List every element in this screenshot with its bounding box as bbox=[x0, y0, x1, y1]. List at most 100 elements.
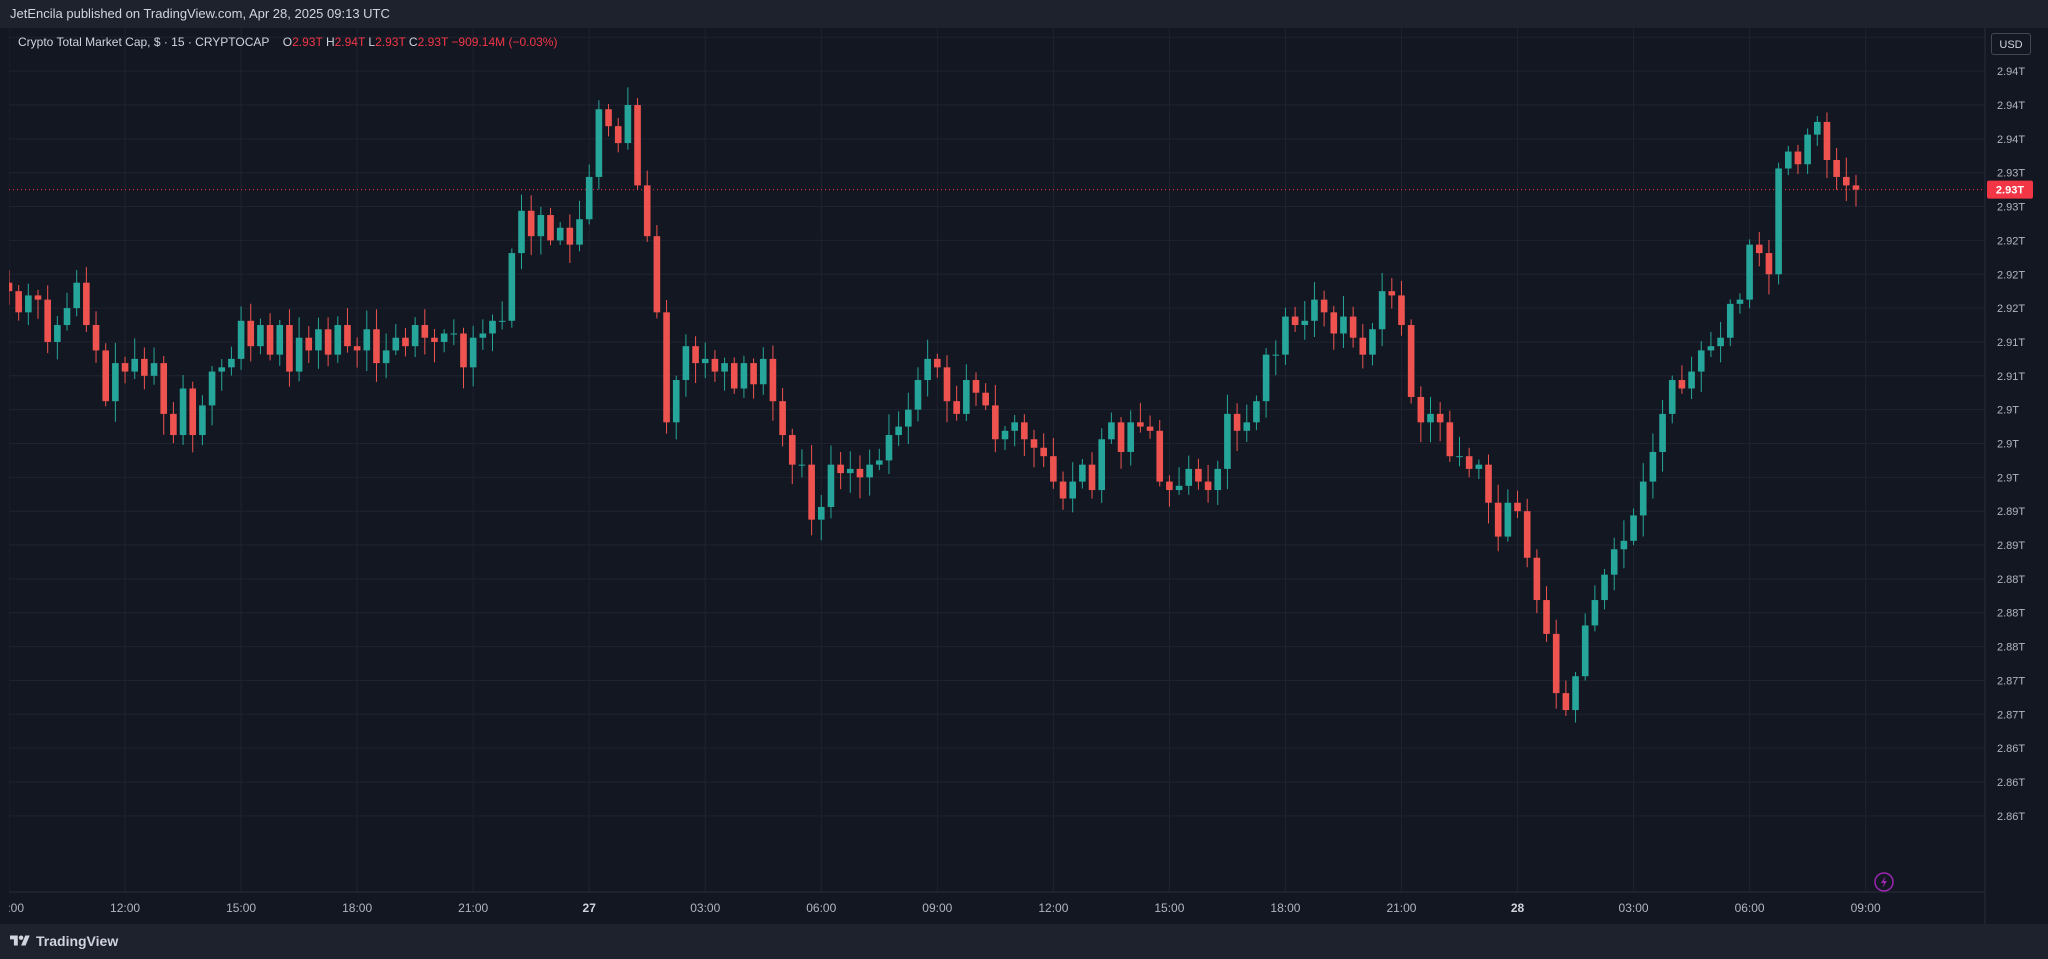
tradingview-brand: TradingView bbox=[36, 933, 119, 949]
lightning-icon[interactable] bbox=[1874, 872, 1894, 892]
candle-body bbox=[469, 337, 477, 368]
candle bbox=[547, 207, 554, 246]
candle bbox=[1736, 293, 1744, 314]
tradingview-logo-icon bbox=[10, 935, 30, 946]
candle-body bbox=[498, 320, 506, 322]
candle bbox=[924, 339, 931, 397]
time-tick-label: 21:00 bbox=[1386, 901, 1416, 915]
time-tick-label: 28 bbox=[1511, 901, 1525, 915]
candle bbox=[431, 328, 438, 363]
candle bbox=[286, 309, 293, 387]
candle bbox=[440, 329, 448, 353]
candle-body bbox=[1195, 468, 1202, 482]
candle-body bbox=[518, 210, 525, 254]
candle-body bbox=[266, 325, 274, 355]
candle bbox=[199, 395, 206, 446]
candle bbox=[363, 310, 371, 372]
chart-area[interactable]: 2.95T2.94T2.94T2.94T2.93T2.93T2.92T2.92T… bbox=[9, 28, 2040, 924]
candle-body bbox=[885, 435, 893, 461]
candle bbox=[1610, 537, 1618, 591]
candle bbox=[1185, 455, 1193, 495]
candle bbox=[1591, 585, 1599, 632]
candle-body bbox=[750, 363, 757, 385]
candle-body bbox=[276, 325, 284, 355]
candle bbox=[1108, 412, 1115, 444]
candle bbox=[411, 317, 419, 358]
candle-body bbox=[1601, 574, 1608, 601]
low-label: L bbox=[368, 35, 376, 49]
candle-body bbox=[972, 380, 980, 393]
candle bbox=[218, 359, 226, 391]
candle bbox=[421, 309, 429, 355]
candle-body bbox=[895, 426, 902, 436]
candle bbox=[1485, 454, 1492, 524]
candle-body bbox=[1253, 401, 1260, 423]
candle-body bbox=[1610, 549, 1618, 575]
candle-body bbox=[1581, 625, 1589, 677]
candle-body bbox=[1678, 380, 1686, 389]
candle bbox=[1668, 375, 1676, 424]
price-tick-label: 2.9T bbox=[1997, 438, 2019, 450]
price-tick-label: 2.86T bbox=[1997, 811, 2025, 823]
candle-body bbox=[876, 460, 883, 465]
candle-body bbox=[1755, 244, 1763, 254]
candle-body bbox=[324, 329, 332, 355]
candle bbox=[953, 385, 960, 421]
candle bbox=[653, 225, 661, 319]
candle bbox=[1427, 396, 1434, 443]
candle bbox=[315, 317, 322, 369]
candle bbox=[1301, 300, 1309, 340]
candle-body bbox=[547, 215, 554, 241]
candle bbox=[1446, 410, 1454, 462]
candle bbox=[44, 285, 51, 354]
candle bbox=[1253, 395, 1260, 431]
candle-body bbox=[44, 299, 51, 342]
candle-body bbox=[237, 320, 245, 359]
candle bbox=[866, 449, 873, 496]
candle bbox=[237, 306, 245, 370]
candle-body bbox=[1407, 325, 1415, 397]
candle-body bbox=[943, 367, 951, 402]
candle-body bbox=[1707, 346, 1715, 351]
candle-body bbox=[1359, 337, 1367, 355]
candle-body bbox=[83, 282, 90, 326]
candle bbox=[1494, 484, 1502, 552]
candle-body bbox=[779, 401, 786, 436]
candle-body bbox=[643, 185, 651, 237]
candle bbox=[228, 346, 235, 376]
open-value: 2.93T bbox=[292, 35, 323, 49]
candle bbox=[643, 170, 651, 242]
candle bbox=[1349, 306, 1357, 348]
candle-body bbox=[402, 337, 409, 347]
candle bbox=[1330, 305, 1338, 350]
price-chart[interactable]: 2.95T2.94T2.94T2.94T2.93T2.93T2.92T2.92T… bbox=[9, 28, 2040, 924]
candle-body bbox=[1572, 676, 1579, 711]
price-tick-label: 2.93T bbox=[1997, 168, 2025, 180]
candle bbox=[160, 355, 168, 435]
candle-body bbox=[595, 109, 603, 177]
candle-body bbox=[1224, 413, 1231, 469]
publisher-bar: JetEncila published on TradingView.com, … bbox=[0, 0, 2048, 28]
candle-body bbox=[440, 333, 448, 342]
candle bbox=[498, 301, 506, 330]
candle-body bbox=[170, 413, 177, 436]
candle-body bbox=[228, 358, 235, 368]
candle bbox=[992, 384, 999, 453]
candle bbox=[179, 375, 187, 445]
candle bbox=[266, 313, 274, 361]
candle-body bbox=[982, 392, 989, 406]
candle-body bbox=[653, 236, 661, 313]
candle-body bbox=[1688, 371, 1695, 389]
candle bbox=[353, 337, 361, 368]
candle bbox=[1659, 400, 1666, 472]
time-tick-label: 21:00 bbox=[458, 901, 488, 915]
candle bbox=[1688, 356, 1695, 399]
candle-body bbox=[382, 350, 390, 364]
candle-body bbox=[914, 380, 922, 410]
candle bbox=[730, 357, 738, 394]
currency-button[interactable]: USD bbox=[1991, 33, 2031, 55]
candle bbox=[1417, 386, 1425, 443]
candle bbox=[1552, 619, 1560, 709]
candle-body bbox=[1523, 511, 1531, 558]
tradingview-logo[interactable]: TradingView bbox=[10, 932, 118, 950]
